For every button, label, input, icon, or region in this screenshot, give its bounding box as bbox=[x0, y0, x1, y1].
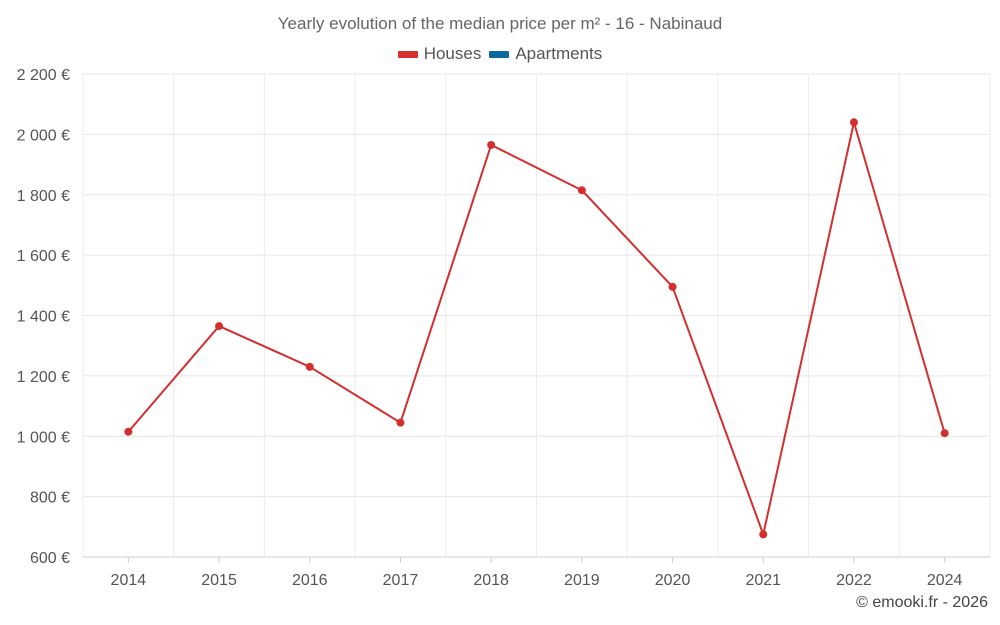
data-point-houses bbox=[577, 186, 586, 195]
y-tick-label: 1 400 € bbox=[17, 309, 70, 326]
chart-title: Yearly evolution of the median price per… bbox=[277, 14, 723, 33]
x-tick-label: 2024 bbox=[927, 572, 963, 589]
series-line-houses bbox=[127, 121, 946, 536]
data-point-houses bbox=[305, 362, 314, 371]
data-point-houses bbox=[940, 429, 949, 438]
x-tick-label: 2022 bbox=[836, 572, 872, 589]
data-point-houses bbox=[215, 322, 224, 331]
legend-label-houses: Houses bbox=[423, 44, 482, 63]
y-tick-label: 1 600 € bbox=[17, 248, 70, 265]
legend-swatch-houses bbox=[397, 50, 418, 58]
x-tick-label: 2017 bbox=[383, 572, 419, 589]
y-tick-label: 2 200 € bbox=[17, 67, 70, 84]
credit-text: © emooki.fr - 2026 bbox=[856, 594, 988, 611]
x-tick-label: 2014 bbox=[111, 572, 147, 589]
y-tick-label: 600 € bbox=[30, 550, 70, 567]
data-point-houses bbox=[487, 140, 496, 149]
x-tick-label: 2016 bbox=[292, 572, 328, 589]
data-point-houses bbox=[759, 530, 768, 539]
chart-legend: Houses Apartments bbox=[0, 44, 1000, 64]
x-tick-label: 2018 bbox=[473, 572, 509, 589]
y-tick-label: 1 000 € bbox=[17, 429, 70, 446]
x-tick-label: 2020 bbox=[655, 572, 691, 589]
data-point-houses bbox=[849, 118, 858, 127]
data-point-houses bbox=[668, 282, 677, 291]
legend-swatch-apartments bbox=[489, 50, 510, 58]
y-tick-label: 1 200 € bbox=[17, 369, 70, 386]
y-tick-label: 800 € bbox=[30, 490, 70, 507]
data-point-houses bbox=[124, 427, 133, 436]
x-tick-label: 2015 bbox=[201, 572, 237, 589]
y-tick-label: 2 000 € bbox=[17, 127, 70, 144]
data-point-houses bbox=[396, 418, 405, 427]
x-tick-label: 2021 bbox=[745, 572, 781, 589]
x-tick-label: 2019 bbox=[564, 572, 600, 589]
legend-item-apartments[interactable]: Apartments bbox=[489, 44, 602, 64]
legend-item-houses[interactable]: Houses bbox=[397, 44, 482, 64]
y-tick-label: 1 800 € bbox=[17, 188, 70, 205]
legend-label-apartments: Apartments bbox=[515, 44, 603, 63]
